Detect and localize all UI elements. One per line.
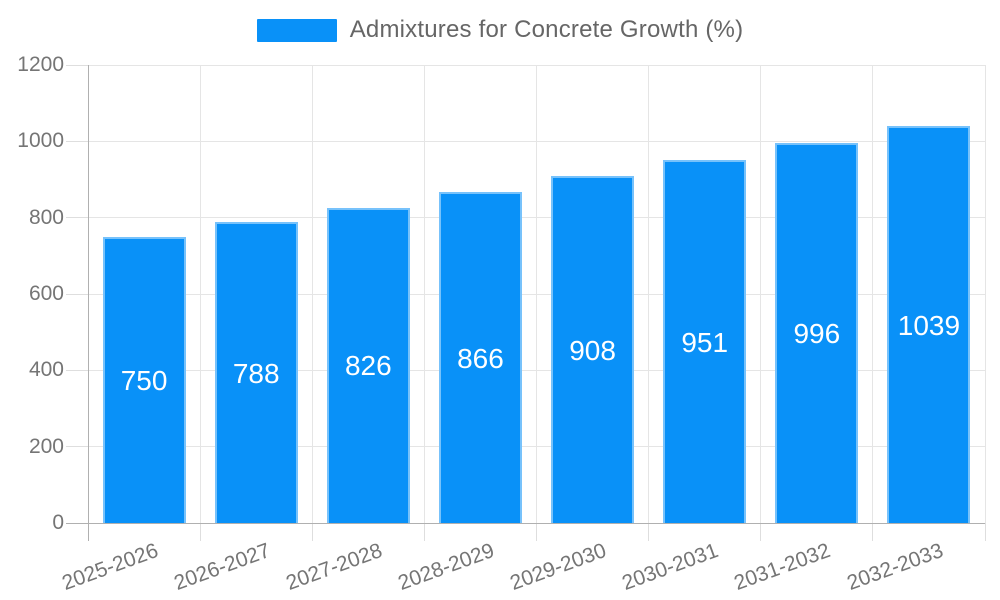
- bar: 908: [551, 176, 635, 523]
- x-tick-mark: [423, 523, 425, 541]
- y-axis-line: [87, 65, 89, 541]
- y-tick-label: 0: [52, 511, 64, 534]
- bar: 951: [663, 160, 747, 523]
- bar: 750: [102, 236, 186, 523]
- chart-legend: Admixtures for Concrete Growth (%): [0, 16, 1000, 44]
- v-gridline: [872, 65, 874, 523]
- v-gridline: [423, 65, 425, 523]
- bar-value-label: 951: [681, 326, 729, 358]
- bar-value-label: 996: [793, 317, 841, 349]
- bar-value-label: 750: [120, 364, 168, 396]
- legend-color-swatch: [256, 18, 337, 42]
- bar-value-label: 908: [569, 334, 616, 366]
- v-gridline: [648, 65, 650, 523]
- x-tick-mark: [311, 523, 313, 541]
- y-tick-label: 400: [28, 358, 64, 382]
- x-tick-mark: [648, 523, 650, 541]
- x-axis-line: [66, 522, 985, 524]
- y-tick-label: 1200: [17, 53, 64, 76]
- y-tick-mark: [66, 217, 88, 219]
- bar: 1039: [887, 126, 971, 523]
- y-tick-label: 200: [28, 434, 64, 458]
- x-tick-mark: [536, 523, 537, 541]
- bar-value-label: 1039: [897, 309, 961, 341]
- bar: 996: [775, 142, 859, 523]
- y-tick-mark: [66, 140, 88, 142]
- bar-value-label: 866: [457, 342, 504, 374]
- x-tick-mark: [872, 523, 874, 541]
- bar: 788: [214, 222, 298, 523]
- bar-value-label: 788: [232, 357, 280, 389]
- y-tick-mark: [66, 293, 88, 295]
- x-tick-mark: [984, 523, 986, 541]
- y-tick-mark: [66, 369, 88, 371]
- bar-value-label: 826: [344, 350, 392, 382]
- v-gridline: [760, 65, 762, 523]
- v-gridline: [536, 65, 537, 523]
- legend-label: Admixtures for Concrete Growth (%): [349, 16, 744, 43]
- y-tick-mark: [66, 446, 88, 448]
- v-gridline: [311, 65, 313, 523]
- x-tick-mark: [760, 523, 762, 541]
- v-gridline: [984, 65, 986, 523]
- y-tick-label: 1000: [17, 129, 64, 153]
- y-tick-label: 600: [28, 282, 64, 305]
- v-gridline: [199, 65, 201, 523]
- y-tick-label: 800: [28, 205, 64, 229]
- x-tick-mark: [199, 523, 201, 541]
- bar: 866: [438, 192, 522, 523]
- bar: 826: [326, 207, 410, 523]
- y-tick-mark: [66, 64, 88, 66]
